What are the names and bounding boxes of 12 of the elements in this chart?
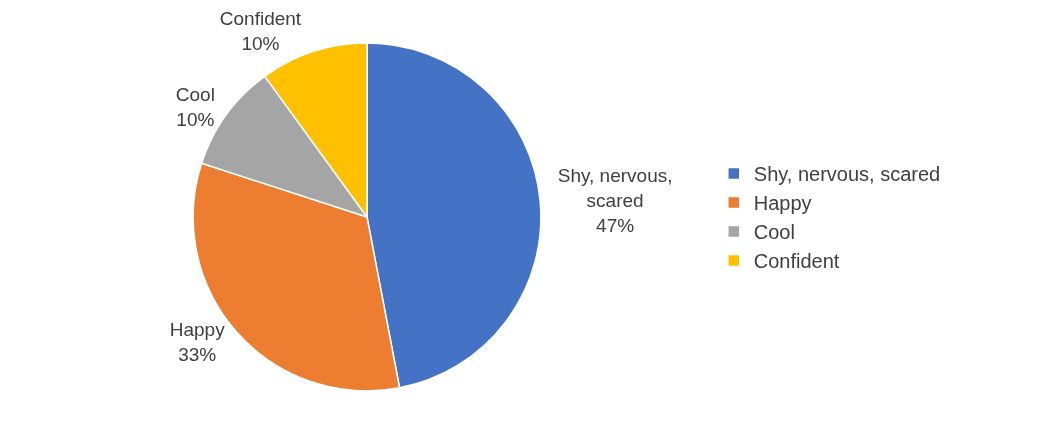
data-label: 10% bbox=[176, 108, 215, 130]
data-label: 47% bbox=[596, 214, 635, 236]
slice-label: Confident bbox=[219, 8, 302, 30]
slice-label: Shy, nervous, scared bbox=[557, 165, 673, 211]
legend-label: Shy, nervous, scared bbox=[753, 163, 941, 186]
data-label: 10% bbox=[241, 32, 280, 54]
slice-label: Cool bbox=[175, 84, 215, 106]
legend-label: Confident bbox=[753, 250, 840, 273]
legend-label: Cool bbox=[753, 221, 795, 244]
slice-label: Happy bbox=[169, 319, 226, 341]
legend-label: Happy bbox=[753, 192, 812, 215]
data-label: 33% bbox=[178, 343, 217, 365]
